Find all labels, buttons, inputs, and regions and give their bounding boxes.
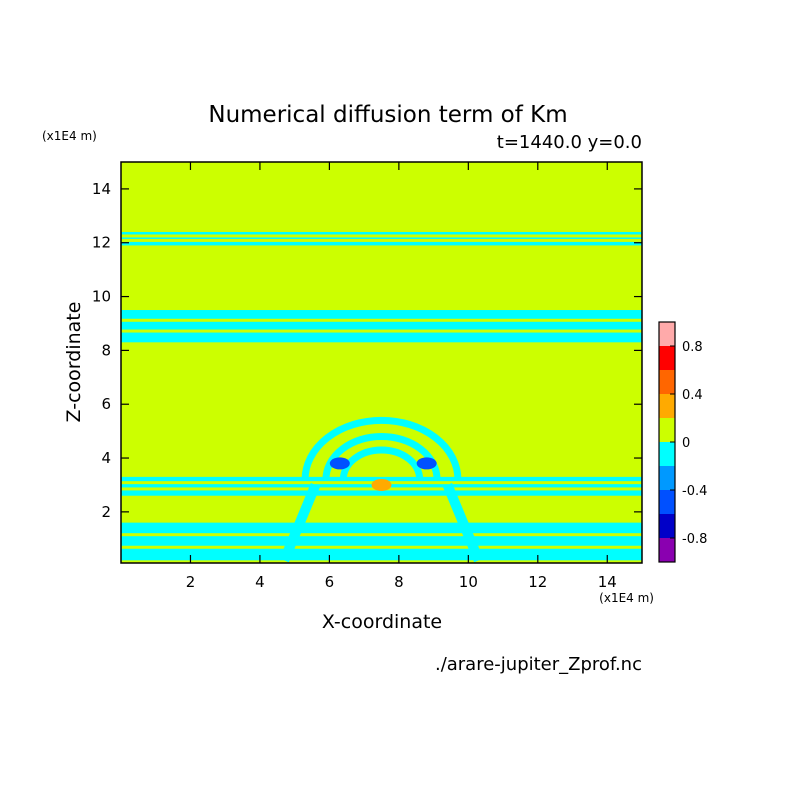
colorbar-tick-label-3: 0.4 xyxy=(682,388,703,403)
contour-band-stripe-3-2 xyxy=(121,545,642,549)
x-axis-ticks: 2 4 6 8 10 12 14 xyxy=(186,162,617,591)
contour-extreme-0 xyxy=(329,457,350,470)
colorbar-segment-8 xyxy=(659,346,675,370)
colorbar-segment-7 xyxy=(659,370,675,394)
contour-band-1 xyxy=(121,310,642,343)
y-tick-label-6: 14 xyxy=(92,180,111,198)
contour-band-0 xyxy=(121,231,642,246)
y-tick-label-1: 4 xyxy=(101,449,111,467)
contour-leg-0 xyxy=(279,483,321,563)
colorbar-segment-6 xyxy=(659,394,675,418)
plot-frame xyxy=(120,161,643,564)
contour-extreme-2 xyxy=(371,478,392,491)
contour-band-stripe-0-2 xyxy=(121,238,642,242)
colorbar-tick-label-0: -0.8 xyxy=(682,532,707,547)
y-tick-label-4: 10 xyxy=(92,288,111,306)
x-tick-label-0: 2 xyxy=(186,573,196,591)
plot-background xyxy=(121,162,642,563)
colorbar-segment-9 xyxy=(659,322,675,346)
contour-band-stripe-1-1 xyxy=(121,318,642,322)
x-tick-label-1: 4 xyxy=(255,573,265,591)
colorbar-segment-1 xyxy=(659,514,675,538)
contour-band-stripe-0-1 xyxy=(121,234,642,238)
y-tick-label-5: 12 xyxy=(92,234,111,252)
colorbar: -0.8 -0.4 0 0.4 0.8 xyxy=(658,321,707,563)
plot-area xyxy=(120,161,643,564)
x-axis-label: X-coordinate xyxy=(322,611,442,633)
contour-extremes xyxy=(329,457,437,491)
contour-band-stripe-3-1 xyxy=(121,533,642,537)
chart-subtitle: t=1440.0 y=0.0 xyxy=(497,132,642,153)
colorbar-tick-label-1: -0.4 xyxy=(682,484,707,499)
contour-band-stripe-1-2 xyxy=(121,329,642,333)
colorbar-tick-label-4: 0.8 xyxy=(682,340,703,355)
contour-extreme-1 xyxy=(416,457,437,470)
colorbar-segment-0 xyxy=(659,538,675,562)
x-tick-label-4: 10 xyxy=(459,573,478,591)
x-tick-label-5: 12 xyxy=(528,573,547,591)
chart-title: Numerical diffusion term of Km xyxy=(208,102,567,128)
colorbar-segment-5 xyxy=(659,418,675,442)
contour-leg-1 xyxy=(442,483,484,563)
y-unit-label: (x1E4 m) xyxy=(42,129,97,143)
contour-band-3 xyxy=(121,522,642,561)
x-tick-label-2: 6 xyxy=(325,573,335,591)
y-tick-label-3: 8 xyxy=(101,341,111,359)
y-tick-label-2: 6 xyxy=(101,395,111,413)
colorbar-segment-3 xyxy=(659,466,675,490)
x-unit-label: (x1E4 m) xyxy=(599,591,654,605)
contour-arc-2 xyxy=(301,417,462,480)
y-tick-label-0: 2 xyxy=(101,503,111,521)
colorbar-segment-4 xyxy=(659,442,675,466)
y-axis-label: Z-coordinate xyxy=(63,302,85,423)
x-tick-label-3: 8 xyxy=(394,573,404,591)
x-tick-label-6: 14 xyxy=(598,573,617,591)
source-file-label: ./arare-jupiter_Zprof.nc xyxy=(435,654,642,675)
colorbar-segment-2 xyxy=(659,490,675,514)
colorbar-tick-label-2: 0 xyxy=(682,436,690,451)
y-axis-ticks: 2 4 6 8 10 12 14 xyxy=(92,180,642,521)
